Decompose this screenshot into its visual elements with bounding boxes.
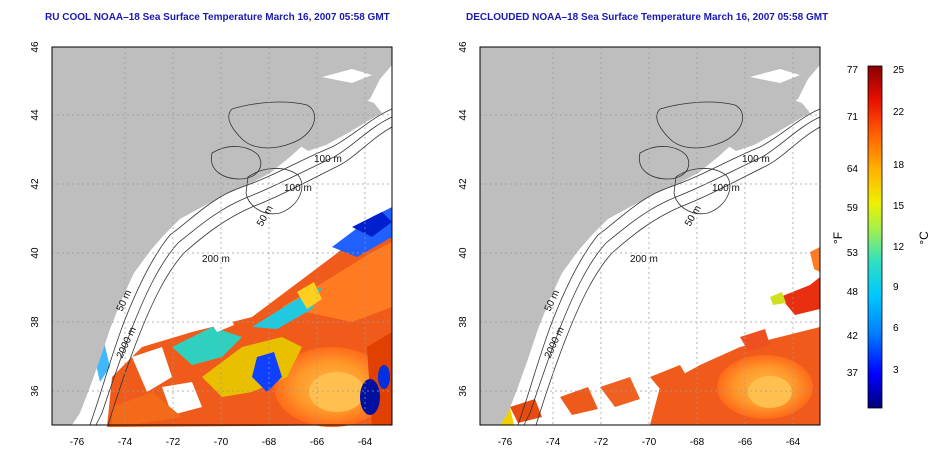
left-map-panel: 100 m 100 m 50 m 200 m 50 m 2000 m 46 44… (30, 41, 393, 448)
c-tick-3: 3 (893, 365, 899, 376)
f-tick-53: 53 (847, 248, 859, 259)
colorbar-c-ticks: 25 22 18 15 12 9 6 3 (893, 65, 905, 376)
f-tick-71: 71 (847, 112, 859, 123)
lat-tick-42: 42 (30, 178, 41, 190)
left-lon-ticks: -76 -74 -72 -70 -68 -66 -64 (70, 437, 373, 448)
lon-tick-minus68: -68 (262, 437, 277, 448)
lon-tick-minus74: -74 (118, 437, 133, 448)
c-tick-22: 22 (893, 107, 905, 118)
f-tick-77: 77 (847, 65, 859, 76)
contour-label-200m: 200 m (630, 254, 658, 265)
lon-tick-minus68: -68 (690, 437, 705, 448)
lat-tick-42: 42 (458, 178, 469, 190)
left-gridlines (52, 47, 392, 425)
lon-tick-minus76: -76 (70, 437, 85, 448)
lat-tick-36: 36 (458, 385, 469, 397)
contour-label-200m: 200 m (202, 254, 230, 265)
lat-tick-36: 36 (30, 385, 41, 397)
left-sst-field (92, 207, 392, 427)
right-map-panel: 100 m 100 m 50 m 200 m 50 m 2000 m 46 44… (458, 41, 821, 448)
right-sst-field (500, 247, 820, 425)
lon-tick-minus72: -72 (594, 437, 609, 448)
left-map-title: RU COOL NOAA–18 Sea Surface Temperature … (45, 12, 390, 23)
f-tick-48: 48 (847, 287, 859, 298)
f-tick-64: 64 (847, 164, 859, 175)
lon-tick-minus76: -76 (498, 437, 513, 448)
right-map-frame (479, 46, 821, 426)
contour-label-100m-b: 100 m (712, 183, 740, 194)
lon-tick-minus70: -70 (642, 437, 657, 448)
f-tick-37: 37 (847, 368, 859, 379)
lat-tick-38: 38 (458, 316, 469, 328)
left-bathymetry-contours (89, 101, 393, 426)
c-tick-18: 18 (893, 160, 905, 171)
c-tick-25: 25 (893, 65, 905, 76)
lon-tick-minus70: -70 (214, 437, 229, 448)
colorbar-fahrenheit-label: °F (831, 232, 845, 244)
f-tick-42: 42 (847, 331, 859, 342)
c-tick-12: 12 (893, 242, 905, 253)
lat-tick-40: 40 (458, 247, 469, 259)
contour-label-100m-a: 100 m (314, 154, 342, 165)
lat-tick-46: 46 (458, 41, 469, 53)
lon-tick-minus72: -72 (166, 437, 181, 448)
lon-tick-minus64: -64 (358, 437, 373, 448)
c-tick-15: 15 (893, 201, 905, 212)
f-tick-59: 59 (847, 203, 859, 214)
right-map-title: DECLOUDED NOAA–18 Sea Surface Temperatur… (466, 12, 829, 23)
c-tick-6: 6 (893, 323, 899, 334)
colorbar-celsius-label: °C (917, 231, 931, 245)
right-lon-ticks: -76 -74 -72 -70 -68 -66 -64 (498, 437, 801, 448)
contour-label-100m-b: 100 m (284, 183, 312, 194)
left-map-frame (51, 46, 393, 426)
contour-label-100m-a: 100 m (742, 154, 770, 165)
lon-tick-minus74: -74 (546, 437, 561, 448)
right-gridlines (480, 47, 820, 425)
lat-tick-46: 46 (30, 41, 41, 53)
lon-tick-minus66: -66 (310, 437, 325, 448)
right-bathymetry-contours (517, 101, 821, 426)
lat-tick-44: 44 (458, 109, 469, 121)
lat-tick-40: 40 (30, 247, 41, 259)
right-lat-ticks: 46 44 42 40 38 36 (458, 41, 469, 397)
colorbar: 77 71 64 59 53 48 42 37 25 22 18 15 12 9… (831, 65, 931, 409)
lon-tick-minus66: -66 (738, 437, 753, 448)
c-tick-9: 9 (893, 282, 899, 293)
lat-tick-38: 38 (30, 316, 41, 328)
colorbar-gradient (867, 65, 883, 409)
colorbar-f-ticks: 77 71 64 59 53 48 42 37 (847, 65, 859, 379)
lon-tick-minus64: -64 (786, 437, 801, 448)
lat-tick-44: 44 (30, 109, 41, 121)
left-lat-ticks: 46 44 42 40 38 36 (30, 41, 41, 397)
